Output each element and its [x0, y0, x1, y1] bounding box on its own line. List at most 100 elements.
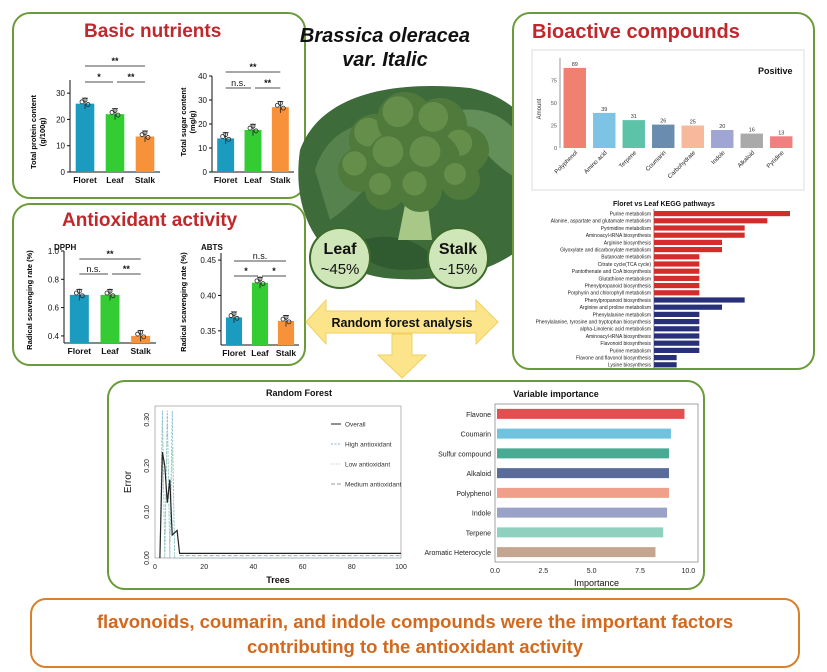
y-tick-label: 0.8 [48, 275, 60, 284]
category-label: Leaf [106, 175, 124, 185]
random-forest-title: Random Forest [266, 388, 332, 398]
category-label: Leaf [244, 175, 262, 185]
bar-stalk [277, 320, 295, 345]
importance-x-tick-label: 5.0 [587, 568, 597, 575]
kegg-pathway-label: Flavonoid biosynthesis [600, 341, 651, 347]
dpph-chart: 0.4 0.6 0.8 1.0 Floret Leaf Stalk ** n.s. ** [48, 247, 156, 356]
y-tick-label: 0.40 [200, 291, 216, 300]
y-tick-label: 20 [198, 120, 207, 129]
overall-line [159, 451, 401, 559]
sample-point [142, 130, 148, 136]
bar-floret [217, 138, 235, 172]
kegg-bar [654, 261, 700, 267]
random-forest-charts: Random ForestErrorTrees0.000.100.200.300… [123, 388, 699, 588]
bar-floret [225, 317, 243, 345]
protein-ylabel-line1: Total protein content [29, 94, 38, 169]
sample-point [85, 102, 91, 107]
floret-highlight [369, 173, 391, 195]
y-tick-label: 75 [551, 79, 557, 85]
compound-bar [740, 133, 763, 148]
kegg-bar [654, 311, 700, 317]
importance-variable-label: Flavone [466, 412, 491, 419]
conclusion-box: flavonoids, coumarin, and indole compoun… [30, 598, 800, 668]
random-forest-arrow: Random forest analysis [305, 298, 499, 379]
sample-point [110, 293, 116, 299]
kegg-bar [654, 275, 700, 281]
legend-entry: Overall [345, 422, 366, 429]
compound-value-label: 31 [631, 114, 637, 120]
kegg-bar [654, 319, 700, 325]
sample-point [231, 311, 237, 317]
floret-highlight [372, 136, 404, 168]
rf-y-tick-label: 0.30 [144, 413, 151, 427]
species-name-line1: Brassica oleracea [300, 25, 470, 47]
y-tick-label: 0 [61, 168, 66, 177]
category-label: Stalk [276, 348, 297, 358]
kegg-bar [654, 247, 722, 253]
floret-highlight [342, 151, 367, 176]
sample-point [257, 276, 263, 282]
sample-point [280, 105, 286, 111]
kegg-pathway-label: Pyrimidine metabolism [601, 226, 651, 232]
y-tick-label: 50 [551, 101, 557, 107]
category-label: Stalk [270, 175, 291, 185]
y-tick-label: 0.35 [200, 327, 216, 336]
sample-point [253, 128, 259, 134]
kegg-bar [654, 268, 700, 274]
kegg-pathway-label: Arginine and proline metabolism [580, 305, 651, 311]
sig-label: ** [127, 72, 135, 82]
category-label: Stalk [135, 175, 156, 185]
category-label: Floret [68, 346, 92, 356]
y-tick-label: 0.6 [48, 304, 60, 313]
category-label: Floret [214, 175, 238, 185]
category-label: Leaf [251, 348, 269, 358]
floret-highlight [418, 102, 449, 132]
kegg-bar [654, 254, 700, 260]
sample-point [234, 315, 240, 321]
importance-x-tick-label: 7.5 [635, 568, 645, 575]
compound-value-label: 26 [660, 119, 666, 125]
importance-variable-label: Polyphenol [456, 491, 491, 498]
floret-highlight [402, 171, 427, 196]
sample-point [277, 100, 283, 106]
center-graphic: Brassica oleracea var. Italic Leaf ~45% St… [298, 25, 547, 379]
importance-bar [497, 527, 664, 538]
sig-label: ** [106, 249, 114, 259]
kegg-pathway-label: Phenylalanine, tyrosine and tryptophan b… [536, 319, 652, 325]
leaf-percentage-bubble: Leaf ~45% [309, 227, 371, 289]
stalk-bubble-value: ~15% [439, 261, 478, 278]
compound-value-label: 25 [690, 120, 696, 126]
conclusion-line1: flavonoids, coumarin, and indole compoun… [96, 611, 734, 632]
y-tick-label: 1.0 [48, 247, 60, 256]
kegg-bar [654, 340, 700, 346]
y-tick-label: 0 [203, 168, 208, 177]
sugar-ylabel-line1: Total sugar content [179, 87, 188, 157]
legend-entry: Low antioxidant [345, 462, 390, 469]
sample-point [141, 334, 147, 340]
conclusion-line2: contributing to the antioxidant activity [246, 636, 584, 657]
category-label: Leaf [101, 346, 119, 356]
kegg-bar [654, 232, 745, 238]
y-tick-label: 30 [56, 89, 65, 98]
kegg-pathway-label: Flavone and flavonol biosynthesis [576, 355, 652, 361]
bar-stalk [135, 136, 155, 172]
kegg-bar [654, 283, 700, 289]
compound-value-label: 39 [601, 107, 607, 113]
sample-point [286, 319, 292, 325]
importance-variable-label: Indole [472, 511, 491, 518]
leaf-bubble-value: ~45% [321, 261, 360, 278]
y-tick-label: 30 [198, 96, 207, 105]
importance-bar [497, 487, 669, 498]
compound-bar [711, 130, 734, 148]
sig-label: n.s. [86, 264, 101, 274]
importance-bar [497, 547, 656, 558]
leaf-bubble-label: Leaf [324, 241, 358, 258]
importance-plot-frame [494, 403, 699, 563]
importance-variable-label: Aromatic Heterocycle [424, 550, 491, 557]
kegg-bar [654, 326, 700, 332]
sig-label: * [272, 266, 276, 276]
bioactive-panel: Bioactive compounds Positive Amount 0 25 50 7… [512, 12, 815, 370]
rf-xlabel: Trees [266, 575, 290, 585]
sample-point [226, 136, 232, 142]
floret-highlight [354, 117, 383, 147]
